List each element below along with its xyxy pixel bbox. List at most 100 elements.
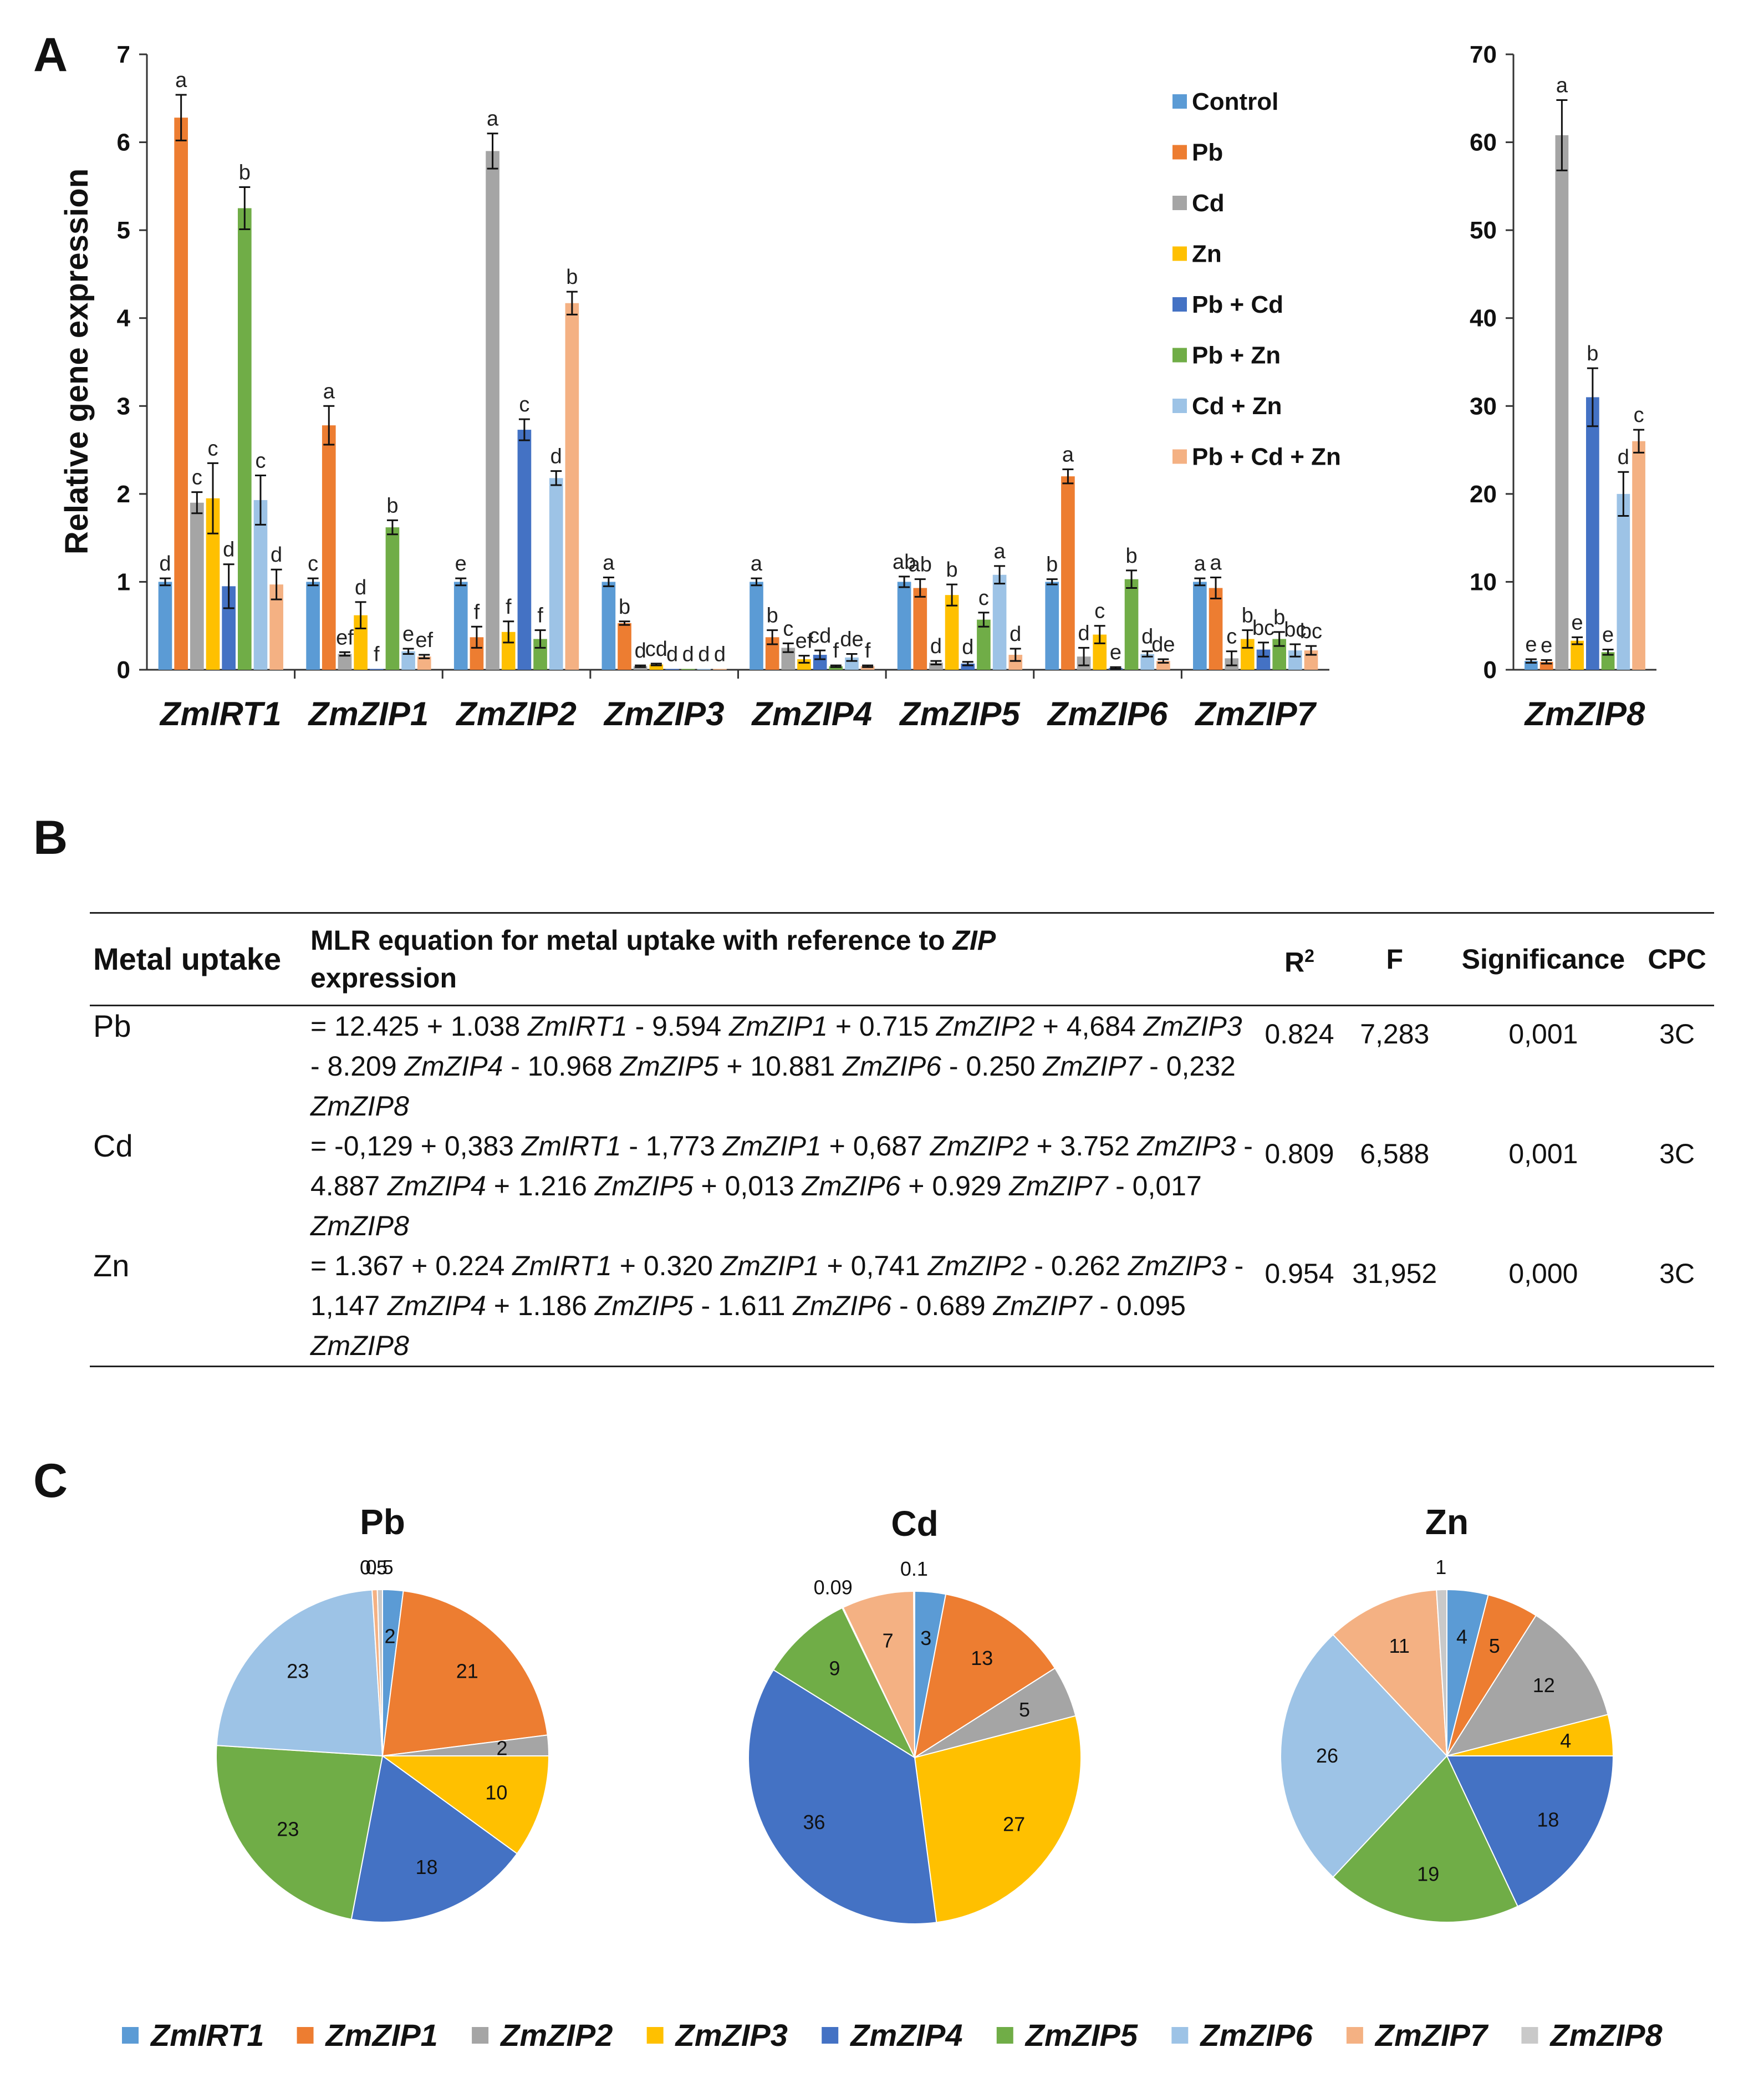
pie-data-label: 36 bbox=[803, 1811, 825, 1834]
pie-data-label: 0.09 bbox=[814, 1576, 853, 1599]
legend-swatch bbox=[1172, 145, 1187, 160]
significance-label: bc bbox=[1252, 617, 1274, 640]
legend-swatch bbox=[1172, 297, 1187, 312]
significance-label: e bbox=[1541, 634, 1552, 658]
legend-swatch bbox=[1521, 2027, 1538, 2044]
pie-charts: Pb2212101823230.50.5Cd3135273690.0970.1Z… bbox=[216, 1502, 1614, 1924]
legend-swatch bbox=[122, 2027, 139, 2044]
pie-data-label: 7 bbox=[883, 1629, 894, 1652]
y-tick-label: 50 bbox=[1470, 217, 1497, 244]
significance-label: b bbox=[1273, 606, 1285, 629]
pie-data-label: 11 bbox=[1389, 1634, 1410, 1657]
bar bbox=[158, 582, 172, 670]
significance-label: c bbox=[255, 450, 266, 473]
cell-f: 6,588 bbox=[1360, 1138, 1430, 1169]
bar bbox=[961, 663, 975, 670]
significance-label: b bbox=[1587, 342, 1598, 365]
x-category-label: ZmZIP6 bbox=[1047, 695, 1168, 732]
bar bbox=[601, 582, 616, 670]
legend-swatch bbox=[1172, 94, 1187, 109]
header-metal-uptake: Metal uptake bbox=[93, 941, 282, 976]
significance-label: a bbox=[1556, 74, 1568, 97]
bar bbox=[1586, 397, 1599, 670]
pie-data-label: 1 bbox=[1435, 1556, 1446, 1578]
y-tick-label: 7 bbox=[117, 41, 130, 68]
y-tick-label: 30 bbox=[1470, 393, 1497, 420]
x-category-label: ZmIRT1 bbox=[159, 695, 282, 732]
significance-label: ef bbox=[415, 629, 433, 652]
cell-significance: 0,001 bbox=[1508, 1018, 1578, 1050]
significance-label: b bbox=[386, 494, 398, 517]
cell-equation: = -0,129 + 0,383 ZmIRT1 - 1,773 ZmZIP1 +… bbox=[310, 1130, 1253, 1241]
pie-slice bbox=[1332, 1755, 1519, 1923]
pie-data-label: 3 bbox=[920, 1627, 931, 1649]
bar bbox=[369, 669, 384, 670]
significance-label: d bbox=[355, 576, 366, 599]
bar bbox=[1193, 582, 1207, 670]
pie-data-label: 27 bbox=[1003, 1813, 1025, 1836]
bar bbox=[681, 669, 695, 670]
header-r2: R2 bbox=[1284, 946, 1314, 978]
significance-label: d bbox=[550, 445, 562, 468]
significance-label: b bbox=[946, 558, 958, 582]
table-header-row: Metal uptake MLR equation for metal upta… bbox=[90, 913, 1714, 1006]
cell-metal: Zn bbox=[93, 1248, 130, 1283]
bar bbox=[486, 151, 499, 670]
significance-label: d bbox=[714, 643, 726, 666]
significance-label: a bbox=[603, 552, 615, 575]
significance-label: e bbox=[1572, 611, 1583, 634]
significance-label: c bbox=[1226, 625, 1237, 649]
legend-label: ZmZIP5 bbox=[1024, 2018, 1138, 2053]
pie-slice bbox=[1280, 1633, 1448, 1878]
y-tick-label: 60 bbox=[1470, 129, 1497, 156]
legend-label: ZmZIP3 bbox=[675, 2018, 788, 2053]
bar bbox=[517, 430, 532, 670]
bar bbox=[1124, 579, 1139, 670]
cell-f: 31,952 bbox=[1352, 1258, 1437, 1289]
significance-label: c bbox=[192, 466, 202, 490]
bar bbox=[1601, 652, 1615, 670]
x-category-label: ZmZIP3 bbox=[603, 695, 725, 732]
y-tick-label: 6 bbox=[117, 129, 130, 156]
pie-data-label: 0.5 bbox=[360, 1556, 388, 1578]
bar bbox=[565, 303, 579, 670]
pie-data-label: 0.1 bbox=[900, 1557, 928, 1580]
pie-data-label: 23 bbox=[287, 1659, 309, 1682]
cell-metal: Cd bbox=[93, 1128, 133, 1163]
pie-data-label: 10 bbox=[485, 1781, 507, 1804]
pie-slice bbox=[914, 1715, 1082, 1923]
pie-title: Cd bbox=[891, 1504, 938, 1544]
significance-label: d bbox=[1010, 623, 1021, 646]
legend-label: Cd + Zn bbox=[1192, 393, 1282, 420]
significance-label: d bbox=[635, 639, 646, 663]
bar bbox=[174, 118, 188, 670]
significance-label: d bbox=[666, 643, 678, 666]
legend-swatch bbox=[1172, 196, 1187, 210]
significance-label: a bbox=[175, 69, 187, 92]
y-tick-label: 70 bbox=[1470, 41, 1497, 68]
bar bbox=[797, 659, 811, 670]
pie-slice bbox=[350, 1755, 518, 1923]
pie-data-label: 0.5 bbox=[366, 1556, 394, 1578]
significance-label: e bbox=[455, 552, 467, 576]
significance-label: ab bbox=[893, 551, 916, 574]
significance-label: d bbox=[1141, 625, 1153, 649]
significance-label: cd bbox=[809, 624, 831, 648]
legend-label: Pb + Cd bbox=[1192, 291, 1283, 318]
legend-label: ZmIRT1 bbox=[150, 2018, 264, 2053]
y-tick-label: 20 bbox=[1470, 481, 1497, 508]
significance-label: bc bbox=[1300, 620, 1322, 643]
pie-title: Zn bbox=[1425, 1502, 1469, 1542]
pie-data-label: 5 bbox=[1489, 1634, 1500, 1657]
pie-data-label: 5 bbox=[1019, 1698, 1030, 1721]
significance-label: f bbox=[833, 639, 839, 663]
significance-label: a bbox=[994, 540, 1006, 563]
legend-swatch bbox=[297, 2027, 314, 2044]
significance-label: b bbox=[566, 266, 578, 289]
legend-swatch bbox=[1346, 2027, 1363, 2044]
cell-r2: 0.954 bbox=[1265, 1258, 1334, 1289]
y-tick-label: 10 bbox=[1470, 568, 1497, 595]
y-axis-label: Relative gene expression bbox=[59, 169, 95, 554]
significance-label: d bbox=[930, 635, 942, 658]
